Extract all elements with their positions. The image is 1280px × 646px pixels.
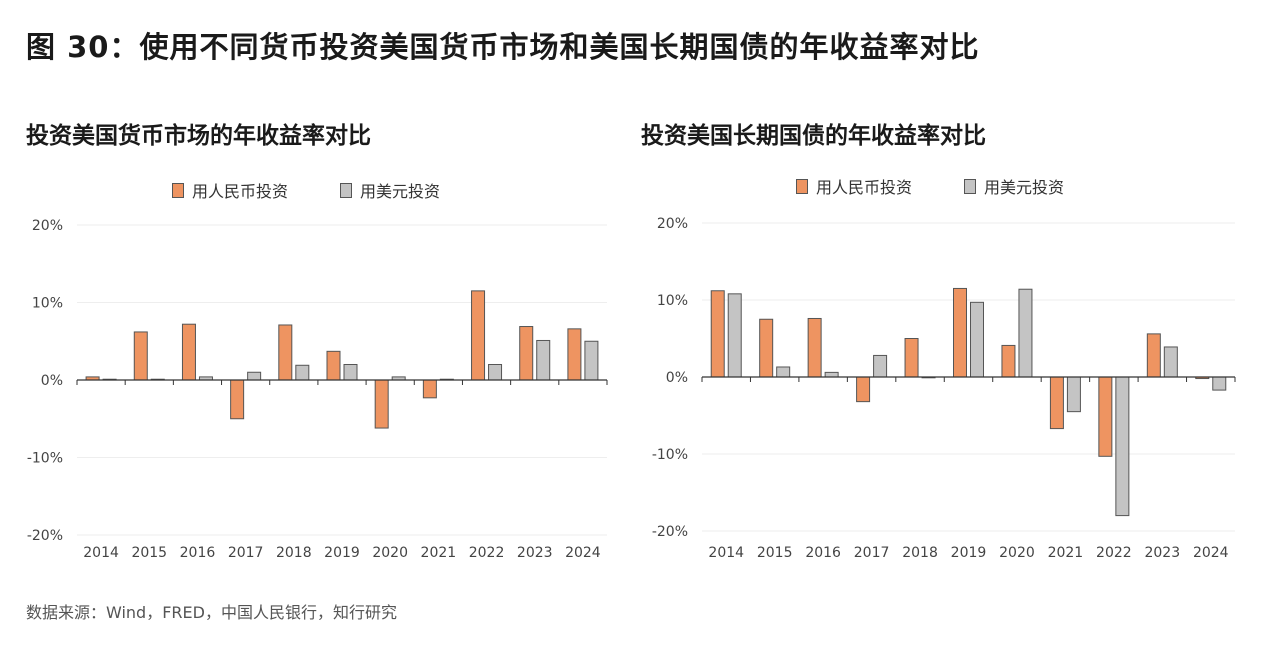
y-tick-label: 10% — [657, 293, 688, 309]
legend-treasury: 用人民币投资 用美元投资 — [796, 174, 1064, 198]
bar-cny-2023 — [1146, 333, 1161, 378]
bar-cny-2016 — [181, 323, 196, 381]
x-tick-label: 2014 — [708, 545, 744, 561]
bar-cny-2015 — [759, 318, 774, 378]
x-tick-label: 2023 — [517, 545, 553, 561]
bar-cny-2021 — [1049, 376, 1064, 430]
bar-usd-2015 — [776, 366, 791, 378]
legend-item-usd: 用美元投资 — [340, 178, 440, 202]
bar-usd-2017 — [247, 371, 262, 381]
bar-usd-2020 — [1018, 288, 1033, 378]
legend-money-market: 用人民币投资 用美元投资 — [172, 178, 440, 202]
bar-cny-2019 — [326, 350, 341, 381]
legend-swatch-usd — [340, 182, 353, 198]
x-tick-label: 2024 — [565, 545, 601, 561]
bar-usd-2018 — [295, 364, 310, 381]
x-tick-label: 2020 — [999, 545, 1035, 561]
chart-title-money-market: 投资美国货币市场的年收益率对比 — [26, 123, 371, 149]
bar-cny-2017 — [230, 379, 245, 420]
bar-usd-2023 — [1163, 346, 1178, 378]
x-tick-label: 2018 — [276, 545, 312, 561]
bar-cny-2023 — [519, 326, 534, 381]
bar-cny-2024 — [567, 328, 582, 381]
y-tick-label: -10% — [652, 447, 688, 463]
legend-item-cny: 用人民币投资 — [796, 174, 912, 198]
x-tick-label: 2019 — [951, 545, 987, 561]
bar-cny-2018 — [278, 324, 293, 381]
bar-usd-2021 — [1066, 376, 1081, 413]
bar-usd-2023 — [536, 339, 551, 381]
bar-usd-2022 — [488, 364, 503, 381]
bar-usd-2016 — [824, 371, 839, 378]
bar-cny-2020 — [1001, 344, 1016, 378]
y-tick-label: -20% — [27, 528, 63, 544]
bar-cny-2022 — [1098, 376, 1113, 457]
x-tick-label: 2024 — [1193, 545, 1229, 561]
x-tick-label: 2021 — [421, 545, 457, 561]
x-tick-label: 2015 — [757, 545, 793, 561]
legend-swatch-cny — [172, 182, 184, 198]
legend-item-usd: 用美元投资 — [964, 174, 1064, 198]
bar-usd-2017 — [873, 354, 888, 378]
y-tick-label: 10% — [32, 296, 63, 312]
y-tick-label: -10% — [27, 451, 63, 467]
x-tick-label: 2022 — [469, 545, 505, 561]
bar-usd-2019 — [343, 364, 358, 381]
data-source-note: 数据来源：Wind，FRED，中国人民银行，知行研究 — [26, 603, 397, 622]
x-tick-label: 2022 — [1096, 545, 1132, 561]
x-tick-label: 2019 — [324, 545, 360, 561]
y-tick-label: -20% — [652, 524, 688, 540]
x-tick-label: 2017 — [854, 545, 890, 561]
bar-cny-2016 — [807, 317, 822, 378]
bar-cny-2021 — [422, 379, 437, 399]
bar-cny-2020 — [374, 379, 389, 429]
bar-cny-2018 — [904, 338, 919, 378]
x-tick-label: 2020 — [372, 545, 408, 561]
x-tick-label: 2016 — [805, 545, 841, 561]
legend-label: 用人民币投资 — [192, 182, 289, 201]
bar-cny-2019 — [953, 287, 967, 378]
legend-label: 用美元投资 — [984, 178, 1065, 197]
legend-swatch-usd — [964, 178, 977, 194]
x-tick-label: 2021 — [1048, 545, 1084, 561]
bar-cny-2014 — [710, 290, 725, 378]
x-tick-label: 2018 — [902, 545, 938, 561]
bar-usd-2019 — [970, 301, 984, 378]
legend-item-cny: 用人民币投资 — [172, 178, 288, 202]
bar-usd-2014 — [727, 293, 742, 378]
x-tick-label: 2015 — [131, 545, 167, 561]
bar-cny-2015 — [133, 331, 148, 381]
y-tick-label: 0% — [666, 370, 688, 386]
legend-swatch-cny — [796, 178, 808, 194]
x-tick-label: 2016 — [180, 545, 216, 561]
chart-title-treasury: 投资美国长期国债的年收益率对比 — [641, 123, 986, 149]
bar-cny-2022 — [471, 290, 486, 381]
x-tick-label: 2014 — [83, 545, 119, 561]
y-tick-label: 20% — [32, 218, 63, 234]
legend-label: 用美元投资 — [360, 182, 441, 201]
legend-label: 用人民币投资 — [816, 178, 913, 197]
bar-usd-2022 — [1115, 376, 1130, 517]
x-tick-label: 2017 — [228, 545, 264, 561]
y-tick-label: 0% — [41, 373, 63, 389]
bar-usd-2024 — [584, 340, 599, 381]
x-tick-label: 2023 — [1144, 545, 1180, 561]
y-tick-label: 20% — [657, 216, 688, 232]
figure-title: 图 30：使用不同货币投资美国货币市场和美国长期国债的年收益率对比 — [26, 30, 980, 64]
bar-cny-2017 — [856, 376, 871, 403]
bar-usd-2024 — [1212, 376, 1227, 391]
